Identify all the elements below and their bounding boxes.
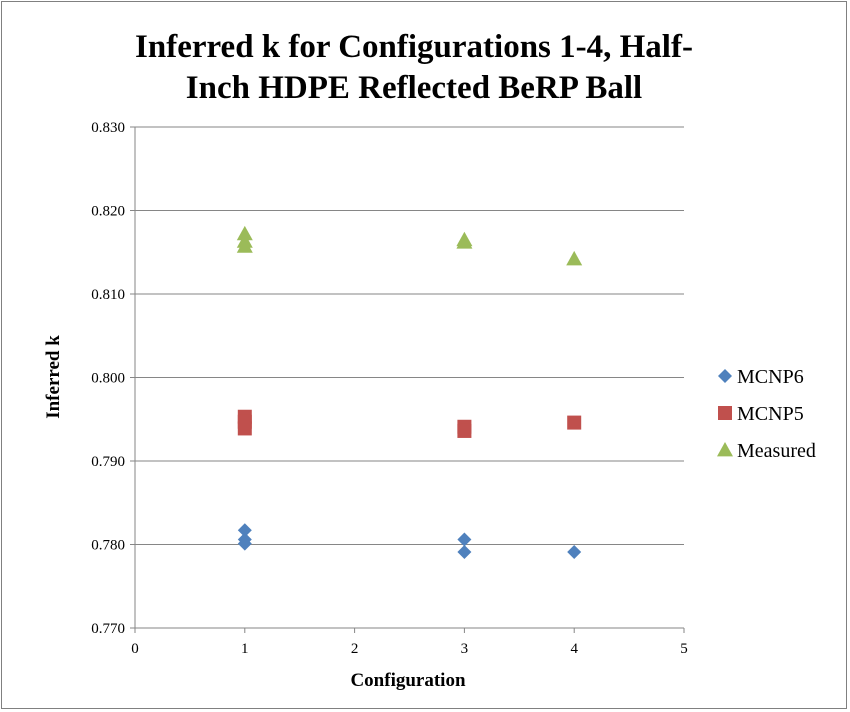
data-point-diamond	[457, 532, 472, 547]
y-axis-title: Inferred k	[43, 335, 64, 419]
tick-labels: 0.770 0.780 0.790 0.800 0.810 0.820 0.830 0 1 2 3 4…	[91, 120, 688, 657]
legend-marker-triangle	[717, 442, 733, 457]
data-point-triangle	[456, 234, 473, 249]
x-tick-label: 4	[570, 641, 578, 657]
data-point-diamond	[237, 536, 252, 551]
x-tick-label: 3	[461, 641, 469, 657]
x-tick-label: 1	[241, 641, 249, 657]
y-tick-label: 0.780	[91, 538, 125, 554]
data-points	[236, 225, 583, 560]
y-tick-label: 0.800	[91, 371, 125, 387]
y-tick-label: 0.830	[91, 120, 125, 136]
data-point-triangle	[236, 238, 253, 253]
gridlines	[135, 126, 684, 545]
chart-title-line-2: Inch HDPE Reflected BeRP Ball	[186, 70, 642, 106]
data-point-square	[567, 415, 582, 430]
y-tick-label: 0.820	[91, 204, 125, 220]
x-axis-title: Configuration	[350, 670, 466, 691]
data-point-triangle	[236, 225, 253, 241]
axes	[130, 126, 685, 633]
x-tick-label: 2	[351, 641, 359, 657]
x-tick-label: 5	[680, 641, 688, 657]
x-tick-label: 0	[131, 641, 139, 657]
legend-label: MCNP6	[737, 366, 804, 388]
y-tick-label: 0.770	[91, 621, 125, 637]
y-tick-label: 0.810	[91, 287, 125, 303]
legend-label: Measured	[737, 440, 816, 462]
legend: MCNP6 MCNP5 Measured	[717, 366, 816, 462]
data-point-triangle	[566, 250, 583, 266]
y-tick-label: 0.790	[91, 454, 125, 470]
legend-marker-square	[718, 406, 732, 420]
chart-title-line-1: Inferred k for Configurations 1-4, Half-	[135, 29, 693, 65]
data-point-diamond	[567, 545, 582, 560]
legend-label: MCNP5	[737, 403, 804, 425]
data-point-diamond	[457, 545, 472, 560]
legend-marker-diamond	[718, 369, 732, 383]
data-point-square	[457, 423, 472, 438]
data-point-square	[237, 421, 252, 436]
data-point-diamond	[237, 523, 252, 538]
